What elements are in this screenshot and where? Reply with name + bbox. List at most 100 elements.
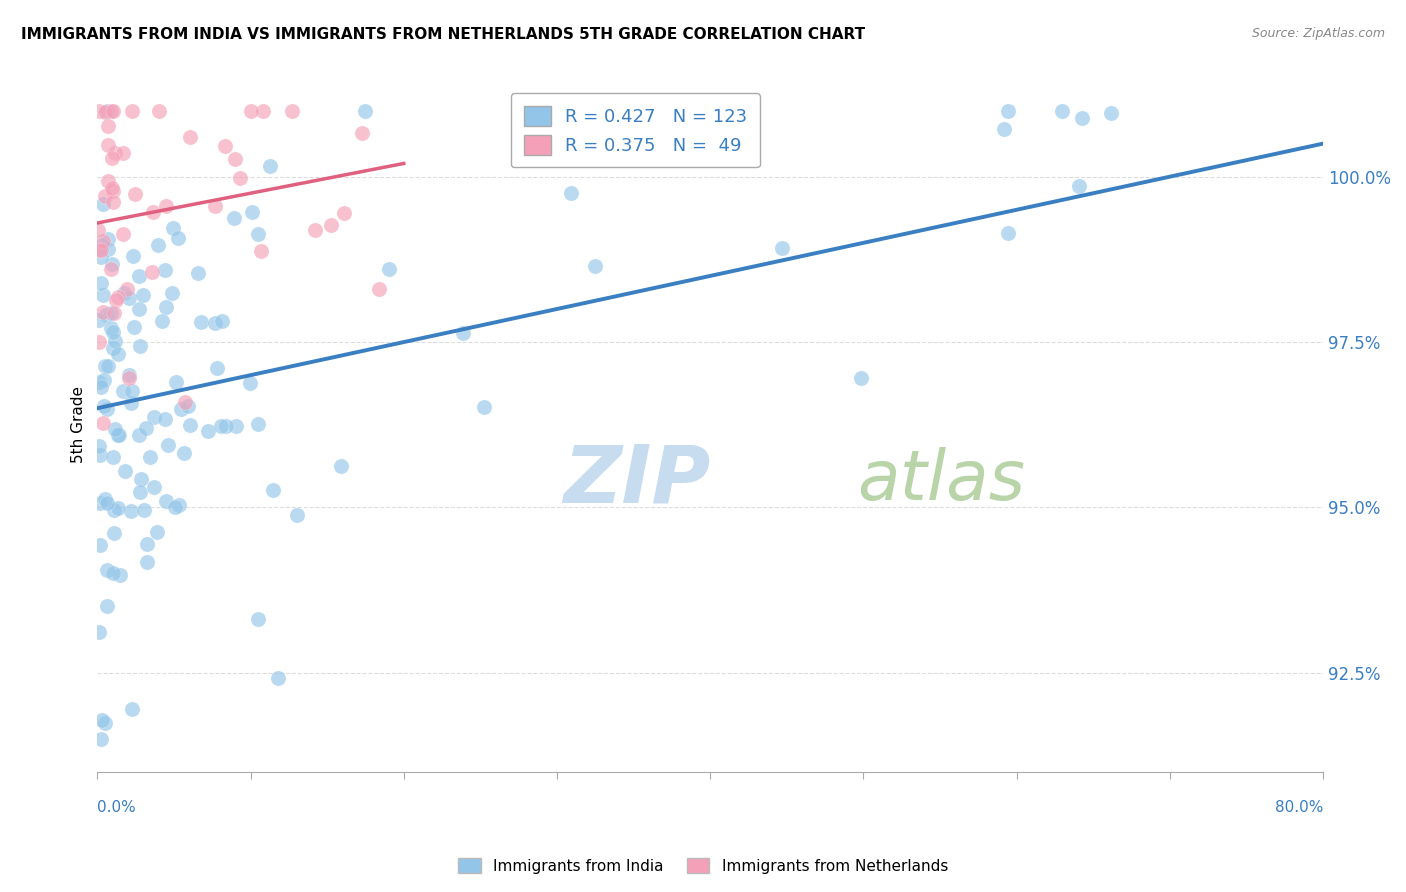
Point	[87, 625, 110, 640]
Point	[259, 159, 281, 173]
Point	[205, 361, 228, 376]
Legend: R = 0.427   N = 123, R = 0.375   N =  49: R = 0.427 N = 123, R = 0.375 N = 49	[510, 94, 759, 168]
Point	[281, 103, 304, 118]
Point	[142, 480, 165, 494]
Point	[142, 410, 165, 425]
Point	[97, 137, 120, 152]
Point	[90, 243, 112, 257]
Point	[173, 446, 195, 460]
Point	[157, 438, 180, 452]
Point	[89, 731, 111, 746]
Point	[89, 243, 111, 257]
Point	[93, 400, 115, 414]
Point	[215, 419, 238, 434]
Point	[155, 263, 177, 277]
Point	[96, 401, 118, 416]
Point	[89, 538, 111, 552]
Point	[1099, 106, 1122, 120]
Point	[101, 103, 124, 118]
Point	[101, 181, 124, 195]
Point	[121, 103, 143, 118]
Point	[93, 373, 115, 387]
Point	[197, 424, 219, 438]
Point	[94, 104, 117, 119]
Text: ZIP: ZIP	[564, 442, 710, 519]
Point	[162, 221, 184, 235]
Point	[163, 500, 186, 515]
Point	[770, 241, 793, 255]
Point	[124, 187, 146, 202]
Point	[115, 283, 138, 297]
Point	[174, 395, 197, 409]
Point	[560, 186, 582, 200]
Point	[103, 306, 125, 320]
Point	[239, 103, 262, 118]
Point	[118, 371, 141, 385]
Point	[118, 368, 141, 382]
Point	[246, 227, 269, 241]
Point	[179, 129, 201, 144]
Point	[997, 103, 1019, 118]
Legend: Immigrants from India, Immigrants from Netherlands: Immigrants from India, Immigrants from N…	[451, 852, 955, 880]
Point	[169, 498, 191, 512]
Point	[583, 259, 606, 273]
Point	[114, 464, 136, 478]
Point	[153, 412, 176, 426]
Point	[100, 306, 122, 320]
Point	[108, 568, 131, 582]
Point	[1069, 179, 1091, 194]
Point	[87, 313, 110, 327]
Point	[155, 493, 177, 508]
Point	[993, 122, 1015, 136]
Point	[136, 537, 159, 551]
Point	[204, 317, 226, 331]
Point	[129, 485, 152, 500]
Point	[100, 261, 122, 276]
Point	[100, 103, 122, 118]
Point	[211, 313, 233, 327]
Point	[849, 371, 872, 385]
Point	[87, 334, 110, 349]
Point	[135, 555, 157, 569]
Point	[1071, 112, 1094, 126]
Point	[90, 238, 112, 252]
Point	[101, 257, 124, 271]
Point	[150, 314, 173, 328]
Point	[121, 384, 143, 398]
Point	[89, 448, 111, 462]
Point	[97, 119, 120, 133]
Text: atlas: atlas	[858, 447, 1025, 514]
Point	[97, 232, 120, 246]
Point	[332, 206, 354, 220]
Point	[146, 524, 169, 539]
Y-axis label: 5th Grade: 5th Grade	[72, 386, 86, 463]
Point	[262, 483, 284, 497]
Point	[128, 339, 150, 353]
Point	[997, 227, 1019, 241]
Point	[93, 305, 115, 319]
Point	[93, 188, 115, 202]
Point	[177, 399, 200, 413]
Point	[129, 471, 152, 485]
Point	[285, 508, 308, 523]
Point	[89, 440, 111, 454]
Point	[87, 223, 110, 237]
Point	[94, 491, 117, 506]
Point	[112, 227, 135, 242]
Point	[250, 244, 273, 258]
Point	[139, 450, 162, 464]
Point	[87, 376, 110, 390]
Point	[353, 103, 375, 118]
Point	[141, 265, 163, 279]
Point	[330, 458, 353, 473]
Point	[91, 713, 114, 727]
Point	[103, 195, 125, 210]
Point	[96, 103, 118, 118]
Point	[167, 231, 190, 245]
Point	[160, 286, 183, 301]
Point	[121, 701, 143, 715]
Point	[104, 146, 127, 161]
Point	[94, 715, 117, 730]
Point	[148, 103, 170, 118]
Point	[91, 234, 114, 248]
